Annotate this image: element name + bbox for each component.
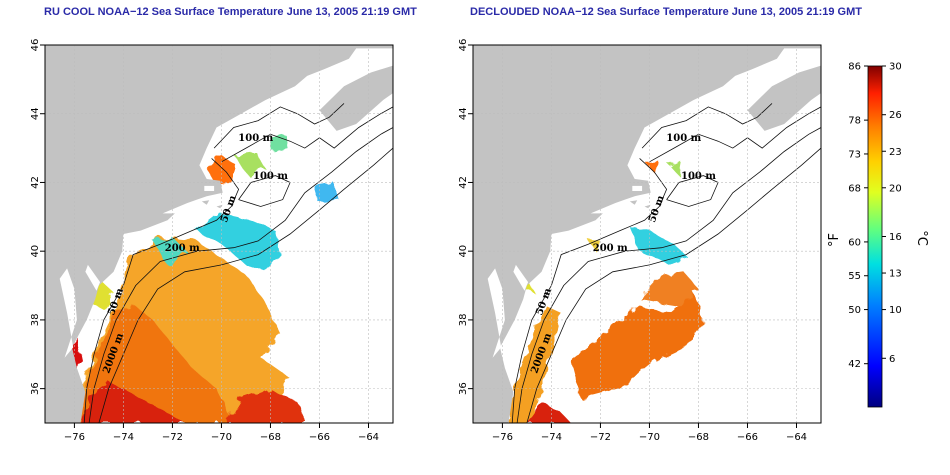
celsius-tick-label: 20 bbox=[889, 183, 902, 194]
latitude-tick-label: 36 bbox=[30, 382, 41, 395]
latitude-tick-label: 42 bbox=[458, 176, 469, 189]
nova-scotia-landmass bbox=[747, 65, 821, 131]
longitude-tick-label: −74 bbox=[113, 432, 134, 443]
left-panel-title: RU COOL NOAA−12 Sea Surface Temperature … bbox=[44, 6, 417, 18]
celsius-tick-label: 16 bbox=[889, 232, 902, 243]
sst-field bbox=[507, 161, 704, 423]
contour-100m bbox=[221, 106, 393, 163]
latitude-tick-label: 40 bbox=[30, 245, 41, 258]
north-america-landmass bbox=[45, 45, 393, 423]
longitude-tick-label: −76 bbox=[492, 432, 513, 443]
latitude-tick-label: 38 bbox=[458, 314, 469, 327]
longitude-tick-label: −64 bbox=[358, 432, 379, 443]
fahrenheit-tick-label: 73 bbox=[848, 149, 861, 160]
longitude-tick-label: −72 bbox=[590, 432, 611, 443]
longitude-tick-label: −66 bbox=[309, 432, 330, 443]
fahrenheit-tick-label: 42 bbox=[848, 359, 861, 370]
celsius-tick-label: 30 bbox=[889, 62, 902, 73]
nova-scotia-landmass bbox=[319, 65, 393, 131]
contour-50m bbox=[511, 158, 668, 423]
map-frame bbox=[472, 44, 822, 424]
chesapeake-bay bbox=[59, 268, 77, 358]
longitude-tick-label: −70 bbox=[211, 432, 232, 443]
marthas-vineyard-island bbox=[201, 200, 210, 205]
colorbar-ramp bbox=[867, 65, 883, 408]
fahrenheit-tick-label: 60 bbox=[848, 237, 861, 248]
graticule bbox=[45, 45, 393, 423]
celsius-tick-label: 6 bbox=[889, 354, 895, 365]
longitude-tick-label: −76 bbox=[64, 432, 85, 443]
longitude-tick-label: −74 bbox=[541, 432, 562, 443]
north-america-landmass bbox=[473, 45, 821, 423]
axis-ticks: −76 −74 −72 −70 −68 −66 −64 36 38 40 42 44 46 bbox=[458, 39, 807, 443]
contour-depth-label: 100 m bbox=[666, 133, 701, 144]
contour-100m-inner bbox=[213, 103, 345, 149]
chesapeake-bay bbox=[487, 268, 505, 358]
delaware-bay bbox=[513, 264, 529, 291]
fahrenheit-tick-label: 55 bbox=[848, 271, 861, 282]
delaware-bay bbox=[85, 264, 101, 291]
contour-depth-label: 200 m bbox=[165, 243, 200, 254]
contour-depth-label: 100 m bbox=[238, 133, 273, 144]
axis-ticks: −76 −74 −72 −70 −68 −66 −64 36 38 40 42 44 46 bbox=[30, 39, 379, 443]
longitude-tick-label: −68 bbox=[260, 432, 281, 443]
celsius-tick-label: 10 bbox=[889, 305, 902, 316]
latitude-tick-label: 44 bbox=[458, 107, 469, 120]
latitude-tick-label: 38 bbox=[30, 314, 41, 327]
fahrenheit-unit-label: °F bbox=[827, 233, 842, 247]
fahrenheit-tick-label: 78 bbox=[848, 116, 861, 127]
contour-100m bbox=[649, 106, 821, 163]
latitude-tick-label: 42 bbox=[30, 176, 41, 189]
fahrenheit-tick-label: 68 bbox=[848, 183, 861, 194]
latitude-tick-label: 40 bbox=[458, 245, 469, 258]
contour-depth-label: 100 m bbox=[681, 171, 716, 182]
nantucket-island bbox=[644, 204, 651, 209]
nantucket-island bbox=[216, 204, 223, 209]
celsius-tick-label: 26 bbox=[889, 110, 902, 121]
contour-100m-inner bbox=[641, 103, 773, 149]
marthas-vineyard-island bbox=[629, 200, 638, 205]
fahrenheit-tick-label: 86 bbox=[848, 62, 861, 73]
fahrenheit-tick-label: 50 bbox=[848, 305, 861, 316]
contour-200m bbox=[88, 127, 393, 423]
latitude-tick-label: 46 bbox=[458, 39, 469, 52]
latitude-tick-label: 44 bbox=[30, 107, 41, 120]
celsius-tick-label: 13 bbox=[889, 269, 902, 280]
longitude-tick-label: −64 bbox=[786, 432, 807, 443]
graticule bbox=[473, 45, 821, 423]
contour-depth-label: 200 m bbox=[593, 243, 628, 254]
cape-cod-bay bbox=[632, 185, 643, 191]
cape-cod-bay bbox=[204, 185, 215, 191]
map-frame bbox=[44, 44, 394, 424]
longitude-tick-label: −68 bbox=[688, 432, 709, 443]
contour-50m bbox=[83, 158, 240, 423]
celsius-unit-label: °C bbox=[914, 230, 929, 246]
longitude-tick-label: −72 bbox=[162, 432, 183, 443]
celsius-tick-label: 23 bbox=[889, 147, 902, 158]
right-panel-title: DECLOUDED NOAA−12 Sea Surface Temperatur… bbox=[470, 6, 862, 18]
contour-depth-label: 100 m bbox=[253, 171, 288, 182]
longitude-tick-label: −66 bbox=[737, 432, 758, 443]
latitude-tick-label: 46 bbox=[30, 39, 41, 52]
longitude-tick-label: −70 bbox=[639, 432, 660, 443]
temperature-colorbar: °F °C 86 78 73 68 60 55 50 42 30 26 23 20 16 13 10 6 bbox=[827, 62, 929, 408]
contour-200m bbox=[516, 127, 821, 423]
latitude-tick-label: 36 bbox=[458, 382, 469, 395]
